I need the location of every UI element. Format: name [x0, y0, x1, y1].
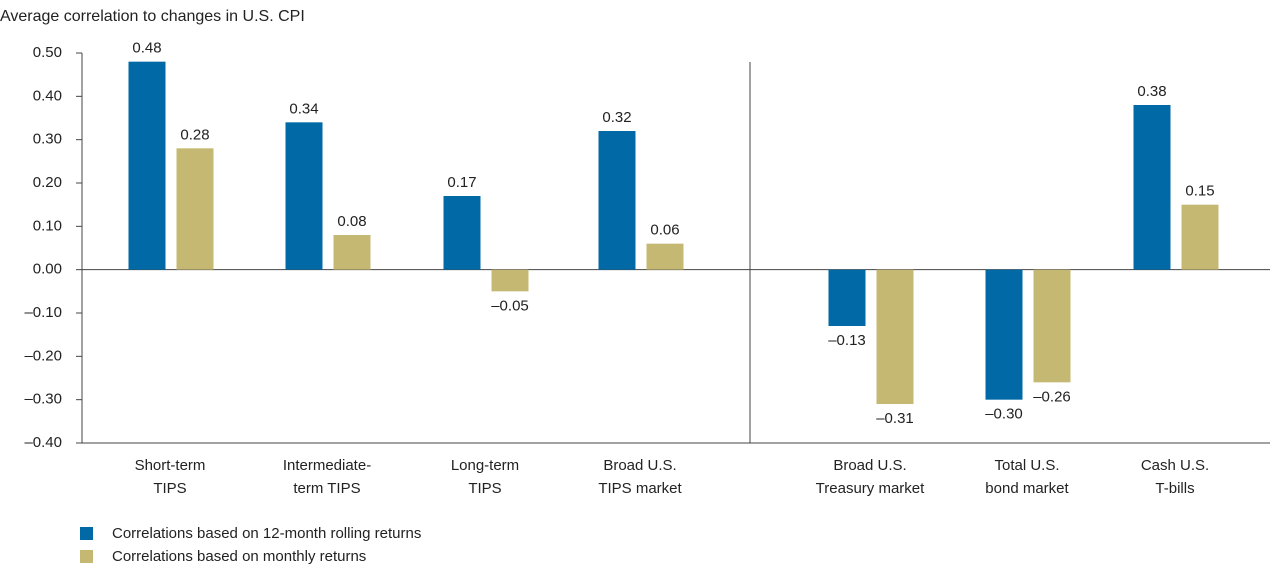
bar: [128, 61, 166, 270]
data-label: 0.34: [289, 100, 318, 117]
bar: [333, 235, 371, 270]
data-label: 0.08: [337, 213, 366, 230]
bar: [1181, 204, 1219, 270]
x-tick-label: Cash U.S. T-bills: [1141, 457, 1209, 497]
x-tick-label: Broad U.S. Treasury market: [816, 457, 925, 497]
data-label: 0.32: [602, 109, 631, 126]
bar: [443, 196, 481, 270]
bar: [491, 269, 529, 292]
y-tick-label: –0.40: [24, 434, 62, 451]
y-tick-label: –0.30: [24, 391, 62, 408]
x-tick-label: Long-term TIPS: [451, 457, 519, 497]
x-tick-label: Short-term TIPS: [135, 457, 206, 497]
bar: [985, 269, 1023, 400]
data-label: –0.31: [876, 410, 914, 427]
y-tick-label: –0.10: [24, 304, 62, 321]
y-tick-label: 0.20: [33, 174, 62, 191]
data-label: –0.13: [828, 332, 866, 349]
data-label: 0.48: [132, 40, 161, 57]
bar: [176, 148, 214, 270]
legend-swatch: [80, 550, 93, 563]
legend-swatch: [80, 527, 93, 540]
legend-label: Correlations based on monthly returns: [112, 548, 366, 565]
data-label: –0.30: [985, 406, 1023, 423]
data-label: 0.15: [1185, 183, 1214, 200]
data-label: –0.26: [1033, 388, 1071, 405]
y-tick-label: 0.30: [33, 131, 62, 148]
data-label: –0.05: [491, 297, 529, 314]
bar: [876, 269, 914, 404]
bar: [1133, 105, 1171, 270]
legend-label: Correlations based on 12-month rolling r…: [112, 525, 421, 542]
data-label: 0.06: [650, 222, 679, 239]
y-tick-label: 0.10: [33, 217, 62, 234]
data-label: 0.17: [447, 174, 476, 191]
x-tick-label: Intermediate-term TIPS: [283, 457, 371, 497]
y-tick-label: 0.50: [33, 44, 62, 61]
chart-title: Average correlation to changes in U.S. C…: [0, 8, 305, 25]
y-tick-label: 0.00: [33, 261, 62, 278]
bar: [646, 243, 684, 270]
bar: [828, 269, 866, 326]
y-tick-label: –0.20: [24, 347, 62, 364]
bar: [598, 131, 636, 270]
x-tick-label: Broad U.S. TIPS market: [598, 457, 682, 497]
x-tick-label: Total U.S. bond market: [985, 457, 1069, 497]
y-tick-label: 0.40: [33, 87, 62, 104]
bar: [285, 122, 323, 270]
bar: [1033, 269, 1071, 383]
data-label: 0.38: [1137, 83, 1166, 100]
data-label: 0.28: [180, 126, 209, 143]
